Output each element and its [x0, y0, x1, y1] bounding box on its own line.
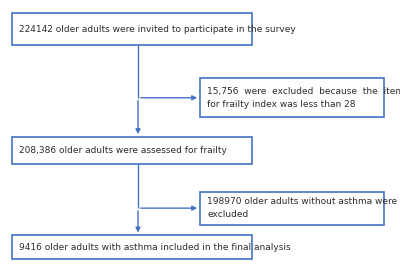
Text: 208,386 older adults were assessed for frailty: 208,386 older adults were assessed for f…: [19, 146, 227, 155]
FancyBboxPatch shape: [12, 137, 252, 164]
FancyBboxPatch shape: [200, 192, 384, 225]
Text: 198970 older adults without asthma were
excluded: 198970 older adults without asthma were …: [207, 197, 397, 219]
FancyBboxPatch shape: [12, 13, 252, 45]
Text: 9416 older adults with asthma included in the final analysis: 9416 older adults with asthma included i…: [19, 243, 291, 252]
FancyBboxPatch shape: [200, 78, 384, 117]
Text: 15,756  were  excluded  because  the  items
for frailty index was less than 28: 15,756 were excluded because the items f…: [207, 87, 400, 109]
Text: 224142 older adults were invited to participate in the survey: 224142 older adults were invited to part…: [19, 25, 296, 34]
FancyBboxPatch shape: [12, 235, 252, 259]
